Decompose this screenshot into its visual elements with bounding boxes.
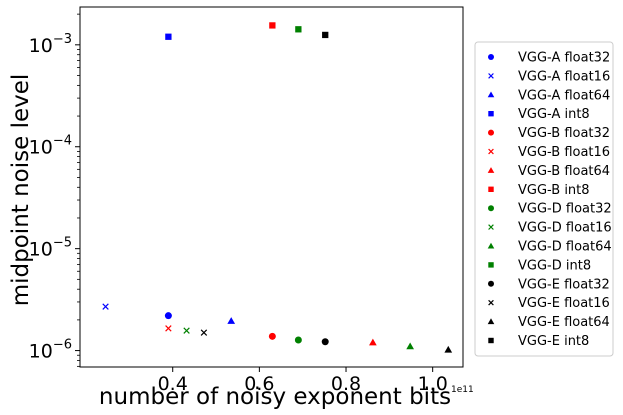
- legend-label: VGG-D float32: [518, 202, 612, 217]
- x-tick-label: 0.4: [158, 373, 188, 395]
- legend-marker: [488, 73, 494, 79]
- legend-marker: [488, 262, 494, 268]
- legend-label: VGG-B float16: [518, 145, 610, 160]
- legend-marker: [488, 129, 494, 136]
- legend-label: VGG-D float64: [518, 240, 612, 255]
- legend: VGG-A float32 VGG-A float16 VGG-A float64 V…: [474, 41, 614, 357]
- legend-marker: [488, 299, 494, 306]
- x-axis-offset-label: 1e11: [451, 385, 474, 395]
- legend-label: VGG-A int8: [518, 107, 590, 122]
- legend-marker: [488, 148, 494, 155]
- data-points: [102, 22, 453, 353]
- data-point: [200, 329, 208, 336]
- legend-label: VGG-A float32: [518, 51, 610, 66]
- data-point: [322, 31, 329, 39]
- legend-label: VGG-D int8: [518, 258, 591, 273]
- data-point: [165, 325, 172, 332]
- legend-marker: [487, 91, 495, 98]
- data-point: [321, 338, 329, 346]
- data-point: [227, 317, 236, 324]
- data-point: [406, 342, 414, 350]
- legend-marker: [488, 186, 494, 192]
- legend-label: VGG-B int8: [518, 183, 590, 198]
- y-tick-label: 10−5: [29, 236, 72, 261]
- legend-label: VGG-A float64: [518, 88, 610, 103]
- legend-label: VGG-B float32: [518, 126, 610, 141]
- y-tick-label: 10−3: [29, 32, 72, 57]
- legend-label: VGG-E int8: [518, 334, 589, 349]
- data-point: [183, 327, 190, 334]
- legend-label: VGG-A float16: [518, 69, 610, 84]
- legend-marker: [487, 242, 495, 249]
- legend-frame: [474, 41, 614, 357]
- data-point: [444, 345, 453, 353]
- data-point: [165, 33, 172, 40]
- x-tick-label: 1.0: [418, 373, 448, 395]
- x-axis: 0.4 0.6 0.8 1.0: [158, 367, 448, 395]
- legend-marker: [488, 337, 494, 344]
- data-point: [269, 22, 276, 29]
- legend-marker: [487, 167, 495, 173]
- legend-label: VGG-E float64: [518, 315, 610, 330]
- legend-marker: [487, 318, 495, 325]
- x-tick-label: 0.8: [331, 373, 361, 395]
- data-point: [164, 312, 172, 320]
- data-point: [295, 26, 302, 33]
- x-axis-title: number of noisy exponent bits: [99, 384, 451, 410]
- x-tick-label: 0.6: [244, 373, 274, 395]
- data-point: [294, 336, 302, 344]
- data-point: [369, 338, 377, 346]
- y-axis: 10−6 10−5 10−4 10−3: [29, 13, 80, 367]
- legend-label: VGG-B float64: [518, 164, 610, 179]
- data-point: [268, 332, 276, 340]
- data-point: [102, 303, 109, 310]
- legend-label: VGG-D float16: [518, 221, 612, 236]
- legend-marker: [488, 224, 494, 230]
- legend-label: VGG-E float16: [518, 296, 610, 311]
- y-tick-label: 10−6: [29, 338, 72, 363]
- y-tick-label: 10−4: [29, 134, 72, 159]
- legend-marker: [488, 280, 494, 287]
- legend-marker: [488, 205, 494, 212]
- y-axis-title: midpoint noise level: [8, 74, 34, 307]
- legend-label: VGG-E float32: [518, 277, 610, 292]
- legend-marker: [488, 54, 494, 60]
- legend-marker: [488, 111, 494, 117]
